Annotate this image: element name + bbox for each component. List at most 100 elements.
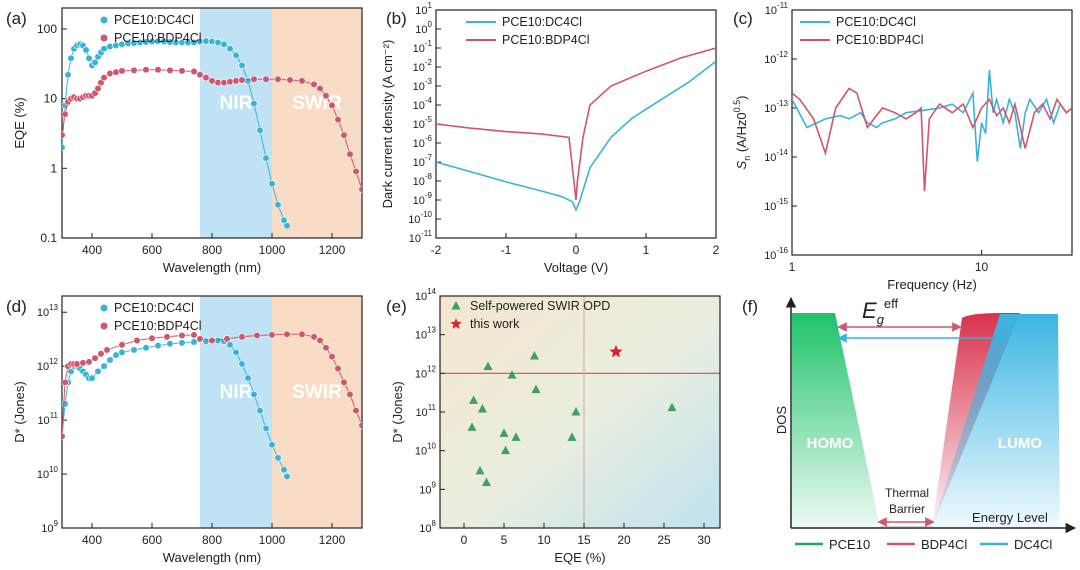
y-tick-label: 10-11 <box>409 229 433 245</box>
data-point-pce10-bdp4cl <box>274 75 282 83</box>
data-point-pce10-bdp4cl <box>268 331 276 339</box>
y-tick-label: 1012 <box>37 357 59 373</box>
data-point-pce10-bdp4cl <box>334 365 342 373</box>
data-point-pce10-bdp4cl <box>118 341 126 349</box>
data-point-pce10-dc4cl <box>91 58 99 67</box>
data-point-pce10-bdp4cl <box>190 331 198 339</box>
legend-marker-pce10-bdp4cl <box>100 34 108 42</box>
data-point-pce10-bdp4cl <box>340 131 348 139</box>
data-point-pce10-bdp4cl <box>62 432 66 440</box>
band-label-swir: SWIR <box>292 382 342 403</box>
data-point-pce10-bdp4cl <box>130 66 138 74</box>
data-point-pce10-bdp4cl <box>208 336 216 345</box>
energy-level-diagram: (f) DOS Egeff HOMO LUMO Thermal Barrier … <box>742 296 1077 552</box>
legend-label-bdp4cl: BDP4Cl <box>921 537 967 552</box>
panel-a: NIR SWIR 400 600 800 1000 1200 0.1 1 10 100 Wavelen… <box>6 7 363 275</box>
data-point-pce10-dc4cl <box>268 180 276 188</box>
legend-label-pce10-dc4cl: PCE10:DC4Cl <box>502 15 582 29</box>
plot-frame <box>791 9 1073 256</box>
band-label-swir: SWIR <box>292 93 342 114</box>
band-label-nir: NIR <box>220 93 253 114</box>
data-point-pce10-dc4cl <box>232 51 240 59</box>
data-point-self-powered-swir-opd <box>531 384 541 394</box>
legend-marker-this-work <box>450 318 462 329</box>
data-point-pce10-dc4cl <box>256 407 264 415</box>
data-point-pce10-bdp4cl <box>352 407 360 415</box>
x-tick-label: 5 <box>501 533 508 547</box>
thermal-barrier-label-line1: Thermal <box>885 486 929 500</box>
legend-marker-self-powered-swir-opd <box>451 301 461 310</box>
data-point-pce10-dc4cl <box>100 45 108 53</box>
data-point-pce10-bdp4cl <box>208 77 216 85</box>
x-tick-label: 800 <box>202 243 222 257</box>
data-point-pce10-dc4cl <box>94 367 102 376</box>
legend-marker-pce10-dc4cl <box>100 304 108 312</box>
y-tick-label: 10-13 <box>764 99 788 115</box>
x-tick-label: 0 <box>573 243 580 257</box>
data-point-pce10-dc4cl <box>106 356 114 364</box>
x-tick-label: 10 <box>975 260 989 274</box>
data-point-pce10-bdp4cl <box>358 421 362 429</box>
y-axis-label: Sn (A/Hz00.5) <box>732 96 752 170</box>
data-point-pce10-bdp4cl <box>73 360 81 368</box>
data-point-pce10-bdp4cl <box>163 333 171 341</box>
y-tick-label: 10-1 <box>413 39 433 55</box>
y-tick-label: 10-10 <box>408 210 432 226</box>
legend-e: Self-powered SWIR OPD this work <box>450 299 610 331</box>
data-point-pce10-bdp4cl <box>232 77 240 85</box>
y-tick-label: 1011 <box>37 411 58 427</box>
data-point-pce10-dc4cl <box>274 454 282 462</box>
data-point-pce10-bdp4cl <box>352 167 360 176</box>
data-point-pce10-bdp4cl <box>316 336 324 345</box>
data-point-pce10-dc4cl <box>190 338 198 346</box>
data-point-self-powered-swir-opd <box>507 370 517 379</box>
legend-label-pce10-bdp4cl: PCE10:BDP4Cl <box>502 33 590 47</box>
data-point-pce10-bdp4cl <box>283 330 291 338</box>
data-point-pce10-dc4cl <box>274 201 282 209</box>
data-point-pce10-dc4cl <box>244 77 252 85</box>
data-point-pce10-dc4cl <box>283 472 291 481</box>
data-point-pce10-dc4cl <box>226 341 234 349</box>
band-swir <box>272 296 362 528</box>
data-point-pce10-bdp4cl <box>154 66 162 74</box>
data-point-pce10-bdp4cl <box>298 77 306 85</box>
data-point-this-work <box>609 344 623 358</box>
homo-dos-band <box>792 313 880 527</box>
data-point-pce10-dc4cl <box>130 346 138 354</box>
data-point-pce10-dc4cl <box>250 390 258 398</box>
panel-label-a: (a) <box>6 9 27 28</box>
data-point-pce10-bdp4cl <box>190 67 198 76</box>
x-tick-label: 1 <box>789 260 796 274</box>
y-tick-label: 10-6 <box>413 134 433 150</box>
x-tick-label: 600 <box>142 243 162 257</box>
data-point-pce10-dc4cl <box>232 348 240 357</box>
data-point-pce10-bdp4cl <box>91 354 99 362</box>
data-point-pce10-bdp4cl <box>316 84 324 93</box>
series-line-pce10-bdp4cl <box>792 87 1072 192</box>
data-point-pce10-bdp4cl <box>214 78 222 87</box>
panel-label-c: (c) <box>733 9 753 28</box>
legend-c: PCE10:DC4Cl PCE10:BDP4Cl <box>800 15 924 47</box>
data-point-pce10-bdp4cl <box>298 330 306 338</box>
data-point-pce10-dc4cl <box>262 154 270 162</box>
data-point-pce10-bdp4cl <box>79 359 87 367</box>
data-point-pce10-dc4cl <box>256 126 264 135</box>
panel-label-d: (d) <box>6 297 27 316</box>
data-point-pce10-dc4cl <box>85 54 93 62</box>
legend-label-pce10-bdp4cl: PCE10:BDP4Cl <box>114 319 202 333</box>
data-point-pce10-bdp4cl <box>226 78 234 86</box>
data-point-pce10-bdp4cl <box>310 333 318 341</box>
x-tick-label: -2 <box>431 243 442 257</box>
data-point-pce10-dc4cl <box>62 400 69 408</box>
data-point-pce10-bdp4cl <box>223 335 231 343</box>
data-point-pce10-dc4cl <box>268 441 276 449</box>
series-line-pce10-bdp4cl <box>436 47 716 201</box>
y-axis-label: D* (Jones) <box>12 381 27 442</box>
data-point-self-powered-swir-opd <box>481 477 491 487</box>
data-point-self-powered-swir-opd <box>501 445 511 455</box>
x-axis-label: Wavelength (nm) <box>163 260 262 275</box>
data-point-pce10-bdp4cl <box>97 350 105 358</box>
data-point-self-powered-swir-opd <box>667 402 677 412</box>
y-tick-label: 0.1 <box>40 231 57 245</box>
data-point-self-powered-swir-opd <box>483 361 493 371</box>
